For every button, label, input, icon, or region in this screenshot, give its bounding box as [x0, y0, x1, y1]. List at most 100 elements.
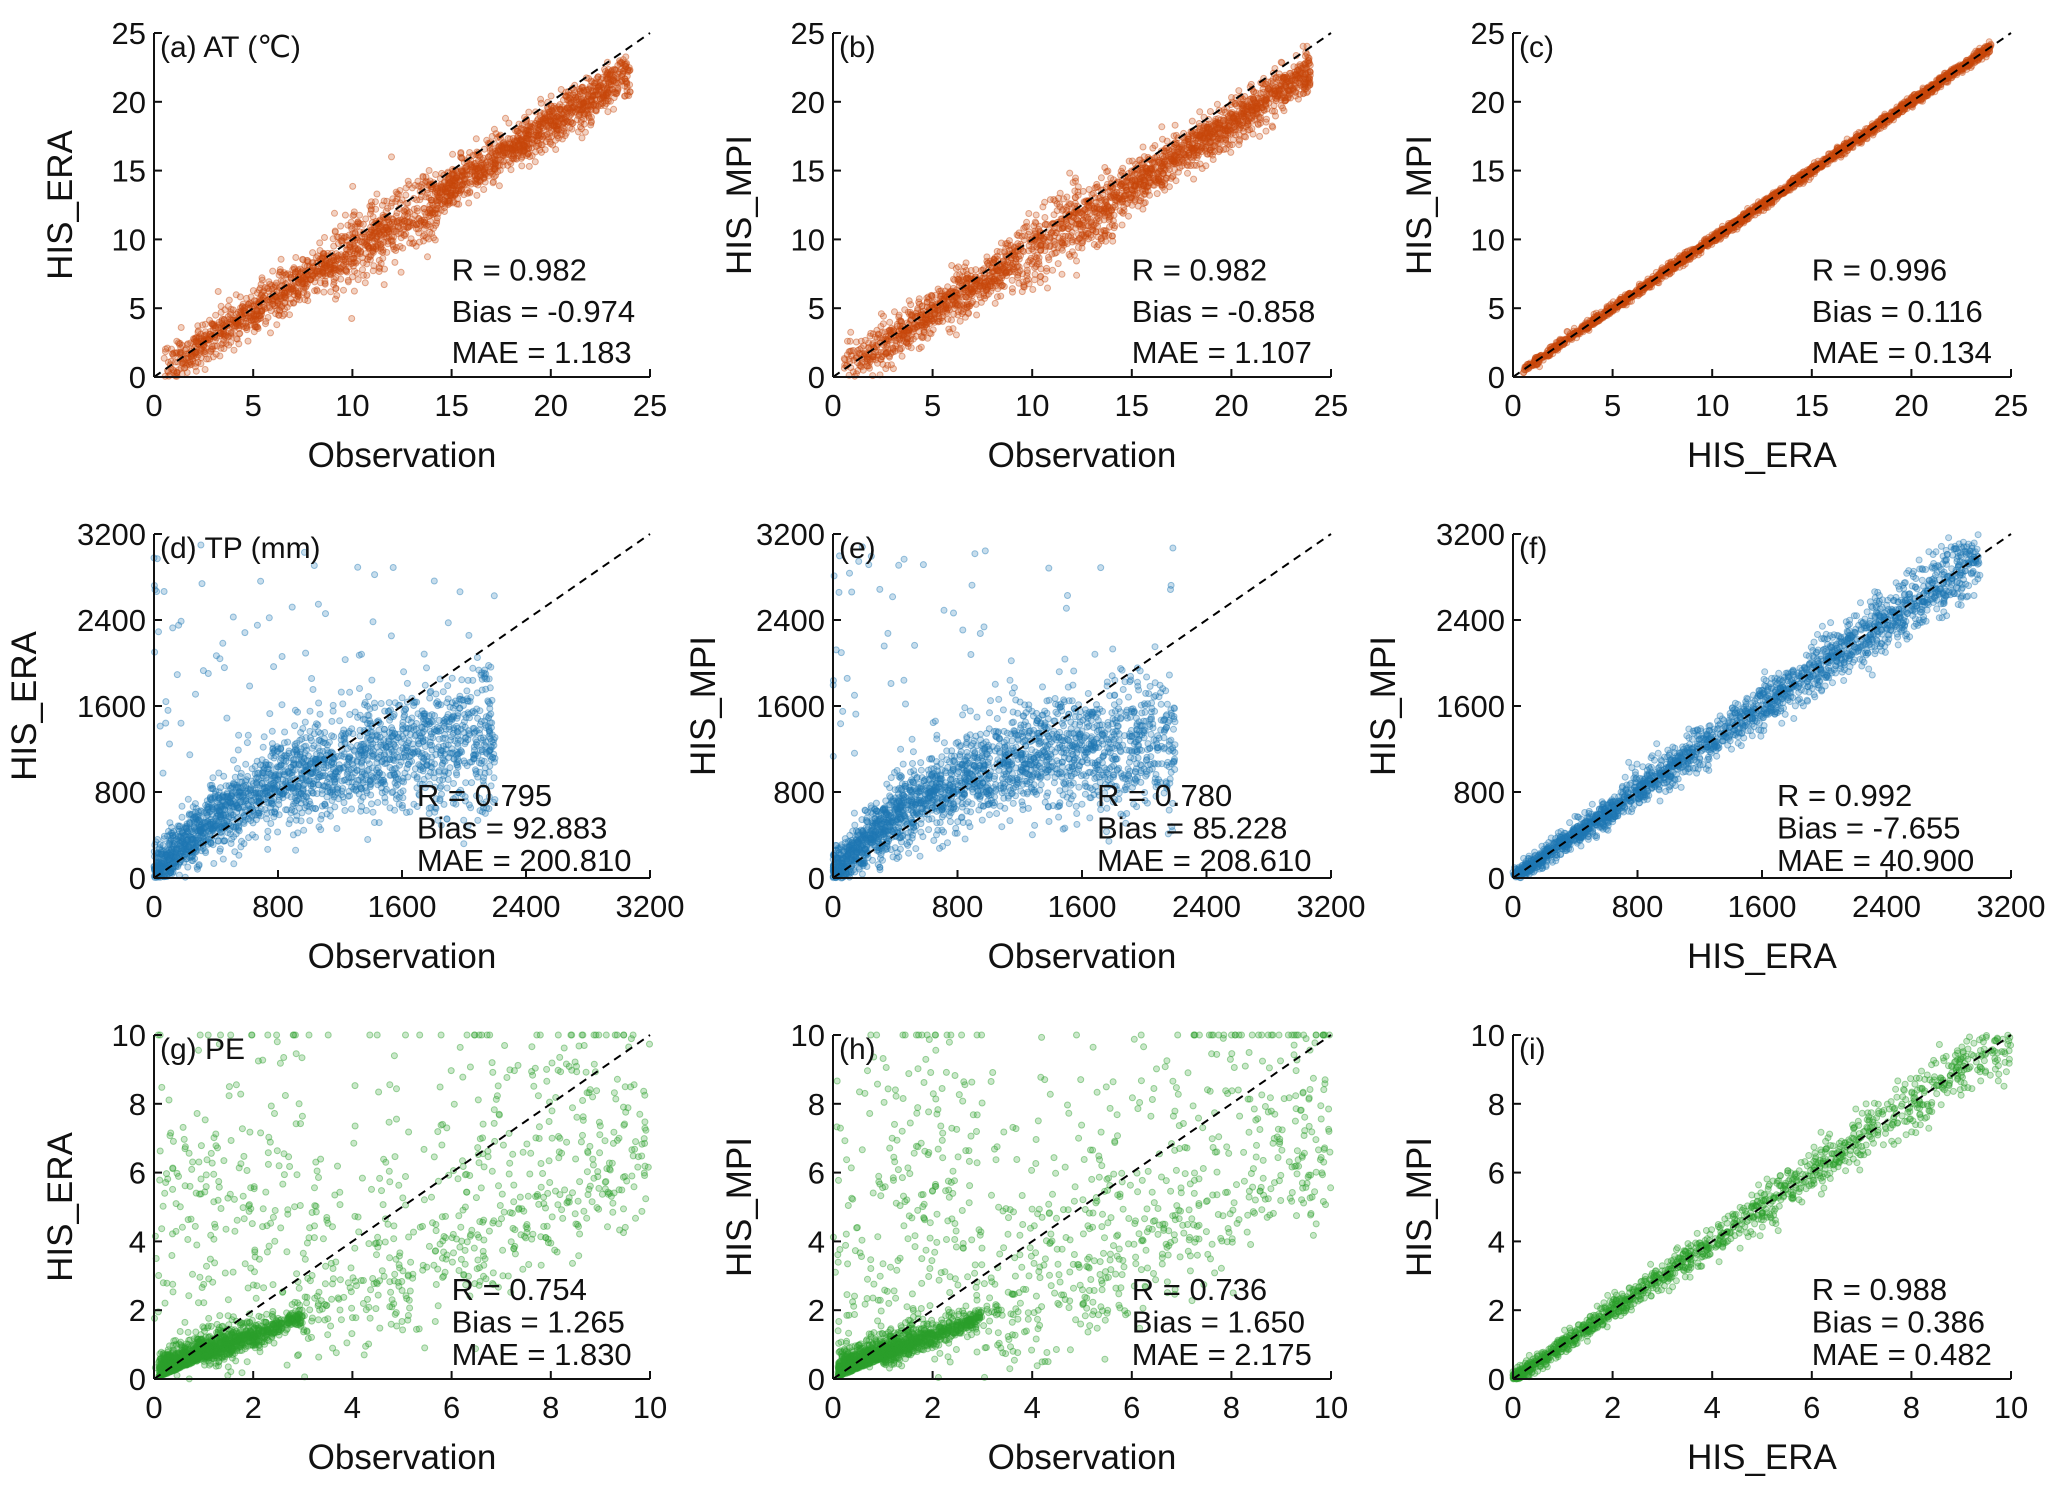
data-point	[1117, 167, 1125, 175]
data-point	[400, 223, 408, 231]
data-point	[277, 255, 285, 263]
data-point	[861, 336, 869, 344]
data-point	[397, 234, 405, 242]
data-point	[612, 90, 620, 98]
data-point	[452, 187, 460, 195]
data-point	[1213, 100, 1221, 108]
stat-text: Bias = -0.974	[452, 294, 636, 329]
data-point	[523, 126, 531, 134]
data-point	[614, 84, 621, 92]
data-point	[559, 120, 567, 128]
data-point	[1029, 286, 1037, 293]
x-tick-label: 5	[245, 388, 262, 423]
data-point	[1137, 175, 1145, 183]
data-point	[388, 153, 395, 161]
data-point	[571, 100, 579, 108]
data-point	[415, 215, 423, 223]
data-point	[869, 355, 877, 363]
data-point	[873, 334, 881, 342]
data-point	[275, 271, 283, 279]
data-point	[1066, 169, 1074, 177]
data-point	[1036, 273, 1044, 281]
data-point	[388, 232, 396, 240]
data-point	[375, 256, 383, 264]
data-point	[547, 92, 555, 100]
data-point	[304, 297, 312, 305]
data-point	[211, 342, 219, 350]
data-point	[901, 306, 909, 314]
data-point	[535, 132, 543, 139]
data-point	[243, 324, 251, 332]
data-point	[1008, 276, 1016, 284]
data-point	[846, 337, 854, 345]
data-point	[515, 143, 523, 151]
data-point	[437, 206, 445, 214]
data-point	[533, 137, 541, 145]
data-point	[1153, 190, 1161, 198]
x-tick-label: 20	[1214, 388, 1248, 423]
data-point	[167, 357, 175, 365]
data-point	[999, 281, 1006, 289]
data-point	[537, 99, 545, 107]
data-point	[959, 273, 967, 281]
data-point	[1250, 88, 1258, 96]
data-point	[926, 329, 934, 337]
data-point	[344, 276, 352, 284]
data-point	[266, 280, 274, 288]
data-point	[286, 299, 294, 307]
data-point	[1065, 251, 1073, 258]
x-tick-label: 25	[633, 388, 667, 423]
data-point	[1206, 108, 1214, 115]
data-point	[292, 254, 300, 261]
data-point	[1190, 175, 1198, 183]
data-point	[1175, 159, 1183, 167]
data-point	[460, 191, 468, 199]
stat-text: Bias = -0.858	[1132, 294, 1316, 329]
data-point	[592, 88, 599, 96]
data-point	[560, 125, 568, 133]
data-point	[1079, 216, 1087, 224]
data-point	[915, 345, 923, 353]
data-point	[1240, 112, 1248, 120]
data-point	[1235, 108, 1243, 116]
data-point	[1097, 174, 1105, 182]
data-point	[363, 271, 371, 279]
data-point	[424, 190, 431, 197]
data-point	[1122, 182, 1130, 190]
data-point	[190, 338, 198, 346]
data-point	[484, 172, 492, 180]
data-point	[273, 321, 281, 329]
data-point	[377, 247, 385, 255]
data-point	[601, 65, 608, 73]
data-point	[891, 308, 898, 316]
data-point	[362, 215, 370, 223]
data-point	[380, 229, 388, 237]
data-point	[541, 146, 549, 154]
data-point	[847, 328, 855, 336]
data-point	[1107, 174, 1115, 182]
data-point	[887, 361, 895, 369]
data-point	[1190, 149, 1198, 156]
data-point	[300, 285, 307, 293]
data-point	[1121, 192, 1129, 200]
data-point	[568, 120, 576, 127]
data-point	[976, 294, 984, 302]
data-point	[225, 341, 233, 349]
data-point	[1073, 271, 1081, 279]
data-point	[410, 205, 418, 213]
data-point	[461, 178, 469, 186]
data-point	[410, 221, 417, 229]
data-point	[549, 141, 557, 149]
data-point	[282, 294, 290, 302]
data-point	[1224, 127, 1231, 135]
data-point	[1030, 222, 1038, 230]
data-point	[1257, 114, 1265, 121]
panel-label: (a) AT (℃)	[160, 31, 301, 64]
data-point	[604, 108, 612, 116]
data-point	[281, 289, 289, 297]
data-point	[367, 228, 375, 236]
data-point	[1235, 87, 1243, 95]
data-point	[574, 106, 582, 114]
data-point	[383, 197, 391, 205]
